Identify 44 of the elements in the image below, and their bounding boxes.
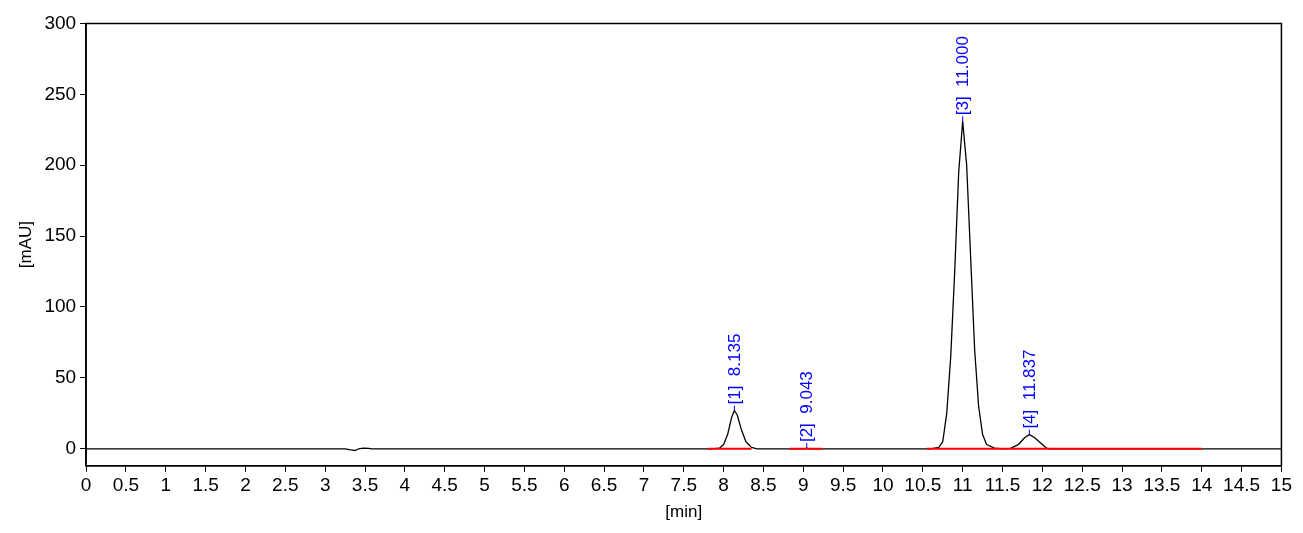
x-tick-label: 9.5 (829, 474, 857, 496)
x-tick-label: 10.5 (904, 474, 942, 496)
y-tick-label: 300 (44, 11, 77, 33)
x-tick-label: 3 (319, 474, 331, 496)
x-tick-label: 12.5 (1063, 474, 1101, 496)
x-tick-label: 4.5 (431, 474, 458, 496)
y-tick-label: 100 (44, 295, 77, 317)
x-tick-label: 5.5 (511, 474, 538, 496)
x-tick-label: 9 (798, 474, 809, 496)
y-tick-label: 0 (65, 437, 77, 459)
x-tick-label: 7.5 (670, 474, 697, 496)
x-tick-label: 1 (160, 474, 172, 496)
x-tick-label: 6 (558, 474, 570, 496)
x-tick-label: 12 (1031, 474, 1053, 496)
x-tick-label: 11 (952, 474, 973, 496)
x-tick-label: 3.5 (351, 474, 379, 496)
x-tick-label: 13 (1111, 474, 1133, 496)
x-tick-label: 11.5 (984, 474, 1021, 496)
annotation: [4] 11.837 (1020, 349, 1040, 429)
y-tick-label: 200 (44, 153, 77, 175)
annotation: [1] 8.135 (725, 333, 745, 405)
x-tick-label: 2 (240, 474, 251, 496)
x-tick-label: 15 (1270, 474, 1292, 496)
x-tick-label: 13.5 (1143, 474, 1181, 496)
x-tick-label: 0.5 (112, 474, 140, 496)
x-tick-label: 14.5 (1223, 474, 1261, 496)
annotation: [2] 9.043 (797, 371, 817, 443)
x-tick-label: 14 (1191, 474, 1213, 496)
y-tick-label: 250 (44, 82, 77, 104)
x-tick-label: 6.5 (590, 474, 618, 496)
x-tick-label: 8 (718, 474, 729, 496)
y-axis-title: [mAU] (15, 220, 35, 269)
x-tick-label: 10 (872, 474, 894, 496)
y-tick-label: 150 (44, 224, 77, 246)
x-tick-label: 8.5 (750, 474, 777, 496)
x-axis-title: [min] (665, 502, 703, 522)
y-tick-label: 50 (54, 366, 77, 388)
x-tick-label: 7 (638, 474, 650, 496)
x-tick-label: 5 (479, 474, 490, 496)
x-tick-label: 1.5 (192, 474, 219, 496)
x-tick-label: 0 (80, 474, 92, 496)
annotation: [3] 11.000 (953, 36, 973, 116)
x-tick-label: 4 (399, 474, 411, 496)
x-tick-label: 2.5 (272, 474, 299, 496)
